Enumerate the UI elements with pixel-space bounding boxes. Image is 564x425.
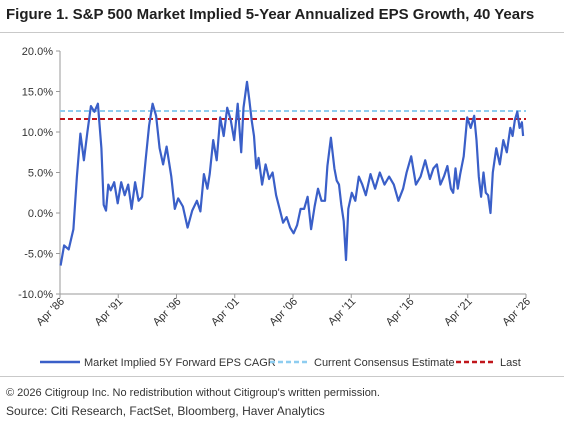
figure-title: Figure 1. S&P 500 Market Implied 5-Year … [6, 6, 535, 23]
source-note: Source: Citi Research, FactSet, Bloomber… [6, 404, 325, 418]
y-tick-label: 15.0% [22, 87, 53, 99]
x-tick-label: Apr '91 [92, 296, 125, 329]
footer-divider [0, 376, 564, 377]
x-tick-label: Apr '26 [500, 296, 533, 329]
x-tick-label: Apr '96 [151, 296, 184, 329]
x-tick-label: Apr '06 [267, 296, 300, 329]
x-tick-label: Apr '01 [209, 296, 242, 329]
y-tick-label: 10.0% [22, 127, 53, 139]
x-tick-label: Apr '11 [326, 296, 358, 328]
eps-cagr-series-line [59, 80, 525, 266]
legend-label-consensus: Current Consensus Estimate [314, 357, 455, 369]
title-divider [0, 32, 564, 33]
y-tick-label: 5.0% [28, 168, 53, 180]
legend-label-market-implied: Market Implied 5Y Forward EPS CAGR [84, 357, 276, 369]
x-tick-label: Apr '16 [384, 296, 417, 329]
y-tick-label: 20.0% [22, 46, 53, 58]
y-tick-label: -10.0% [18, 289, 53, 301]
y-tick-label: 0.0% [28, 208, 53, 220]
x-tick-label: Apr '21 [442, 296, 475, 329]
y-tick-label: -5.0% [24, 249, 53, 261]
legend-label-last: Last [500, 357, 521, 369]
copyright-note: © 2026 Citigroup Inc. No redistribution … [6, 387, 380, 399]
